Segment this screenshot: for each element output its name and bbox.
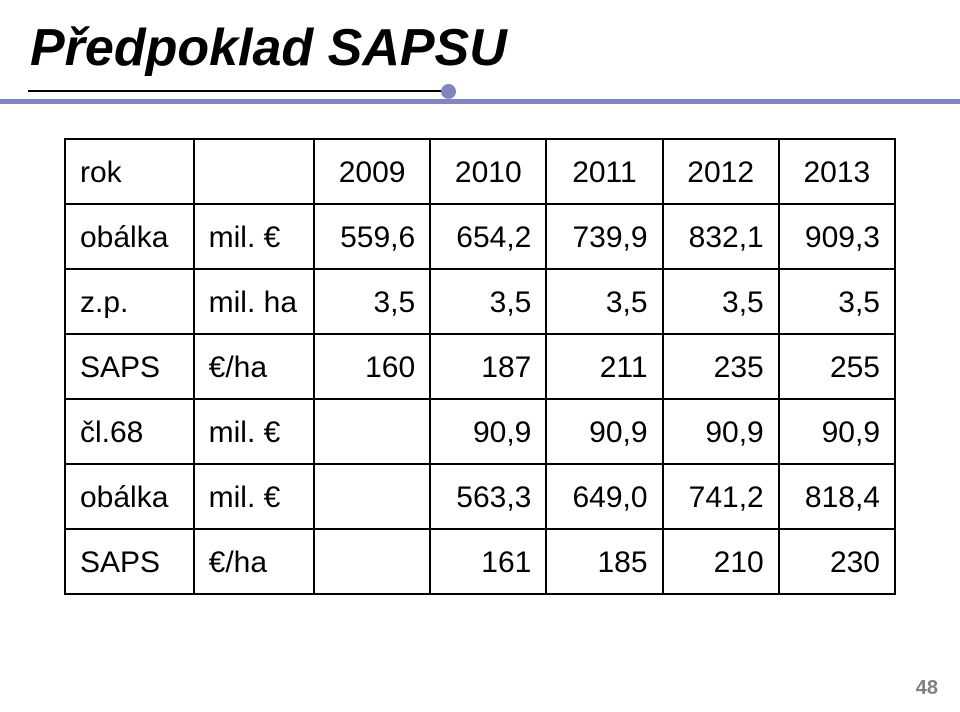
table-row: SAPS €/ha 161 185 210 230 [65, 529, 895, 594]
cell: 649,0 [546, 464, 662, 529]
table-row: obálka mil. € 563,3 649,0 741,2 818,4 [65, 464, 895, 529]
cell: 832,1 [663, 204, 779, 269]
cell: 230 [779, 529, 895, 594]
cell: 3,5 [430, 269, 546, 334]
header-cell: 2009 [314, 139, 430, 204]
cell: 255 [779, 334, 895, 399]
title-rule-line [28, 90, 448, 92]
cell [314, 464, 430, 529]
cell: 187 [430, 334, 546, 399]
table-row: SAPS €/ha 160 187 211 235 255 [65, 334, 895, 399]
cell: 90,9 [546, 399, 662, 464]
row-unit: mil. ha [194, 269, 314, 334]
cell: 739,9 [546, 204, 662, 269]
cell: 3,5 [663, 269, 779, 334]
row-unit: €/ha [194, 529, 314, 594]
header-cell: rok [65, 139, 194, 204]
cell: 3,5 [546, 269, 662, 334]
table-container: rok 2009 2010 2011 2012 2013 obálka mil.… [28, 134, 932, 595]
row-unit: mil. € [194, 399, 314, 464]
table-header-row: rok 2009 2010 2011 2012 2013 [65, 139, 895, 204]
page-title: Předpoklad SAPSU [30, 18, 932, 78]
cell: 160 [314, 334, 430, 399]
accent-bar [0, 99, 960, 104]
table-row: čl.68 mil. € 90,9 90,9 90,9 90,9 [65, 399, 895, 464]
table-row: obálka mil. € 559,6 654,2 739,9 832,1 90… [65, 204, 895, 269]
header-cell: 2012 [663, 139, 779, 204]
cell: 3,5 [779, 269, 895, 334]
row-unit: mil. € [194, 464, 314, 529]
cell: 90,9 [430, 399, 546, 464]
cell: 741,2 [663, 464, 779, 529]
page-number: 48 [916, 677, 938, 700]
cell: 654,2 [430, 204, 546, 269]
row-label: z.p. [65, 269, 194, 334]
row-label: SAPS [65, 529, 194, 594]
cell: 90,9 [779, 399, 895, 464]
row-label: SAPS [65, 334, 194, 399]
row-label: obálka [65, 204, 194, 269]
header-cell [194, 139, 314, 204]
cell: 185 [546, 529, 662, 594]
data-table: rok 2009 2010 2011 2012 2013 obálka mil.… [64, 138, 896, 595]
cell: 161 [430, 529, 546, 594]
cell: 563,3 [430, 464, 546, 529]
header-cell: 2010 [430, 139, 546, 204]
title-rule [28, 84, 932, 104]
cell [314, 399, 430, 464]
title-rule-dot [441, 84, 456, 99]
cell: 210 [663, 529, 779, 594]
cell [314, 529, 430, 594]
table-row: z.p. mil. ha 3,5 3,5 3,5 3,5 3,5 [65, 269, 895, 334]
row-unit: €/ha [194, 334, 314, 399]
row-label: čl.68 [65, 399, 194, 464]
cell: 909,3 [779, 204, 895, 269]
cell: 3,5 [314, 269, 430, 334]
cell: 235 [663, 334, 779, 399]
cell: 211 [546, 334, 662, 399]
row-label: obálka [65, 464, 194, 529]
cell: 818,4 [779, 464, 895, 529]
cell: 90,9 [663, 399, 779, 464]
header-cell: 2011 [546, 139, 662, 204]
cell: 559,6 [314, 204, 430, 269]
row-unit: mil. € [194, 204, 314, 269]
header-cell: 2013 [779, 139, 895, 204]
